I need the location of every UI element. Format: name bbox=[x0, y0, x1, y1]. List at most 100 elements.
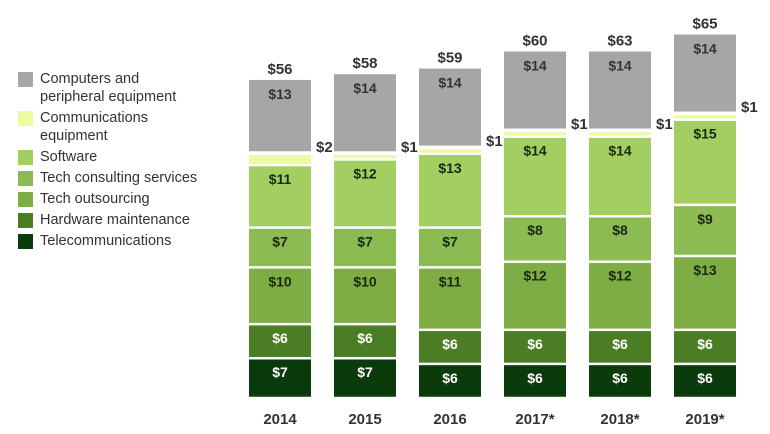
data-label-hardware-maintenance: $6 bbox=[697, 336, 713, 352]
total-label: $60 bbox=[522, 33, 547, 50]
bar-segment-tech-outsourcing bbox=[419, 268, 481, 329]
bar-segment-communications-equipment bbox=[249, 155, 311, 164]
data-label-hardware-maintenance: $6 bbox=[527, 336, 543, 352]
legend-item-communications-equipment: Communications equipment bbox=[18, 109, 233, 145]
bar-segment-tech-consulting-services bbox=[419, 228, 481, 267]
legend-label: Tech consulting services bbox=[40, 170, 198, 186]
bar-segment-communications-equipment bbox=[674, 115, 736, 119]
legend: Computers and peripheral equipment Communi… bbox=[18, 70, 233, 253]
bar-segment-hardware-maintenance bbox=[504, 331, 566, 363]
x-tick-label: 2015 bbox=[348, 411, 381, 428]
bar-segment-computers-and-peripheral-equipment bbox=[674, 34, 736, 112]
data-label-computers-and-peripheral-equipment: $13 bbox=[268, 86, 292, 102]
bar-segment-computers-and-peripheral-equipment bbox=[249, 79, 311, 152]
data-label-telecommunications: $6 bbox=[527, 370, 543, 386]
x-tick-label: 2018* bbox=[600, 411, 639, 428]
data-label-computers-and-peripheral-equipment: $14 bbox=[353, 80, 377, 96]
data-label-software: $12 bbox=[353, 165, 377, 181]
data-label-software: $14 bbox=[523, 143, 547, 159]
bar-segment-computers-and-peripheral-equipment bbox=[589, 51, 651, 129]
data-label-communications-equipment: $2 bbox=[316, 139, 333, 156]
legend-label: Hardware maintenance bbox=[40, 212, 190, 228]
bar-segment-telecommunications bbox=[419, 365, 481, 397]
data-label-communications-equipment: $1 bbox=[571, 116, 588, 133]
bar-segment-tech-consulting-services bbox=[249, 228, 311, 267]
data-label-telecommunications: $6 bbox=[442, 370, 458, 386]
data-label-telecommunications: $6 bbox=[697, 370, 713, 386]
data-label-tech-consulting-services: $8 bbox=[612, 222, 628, 238]
data-label-communications-equipment: $1 bbox=[741, 99, 758, 116]
data-label-communications-equipment: $1 bbox=[656, 116, 673, 133]
bar-segment-telecommunications bbox=[674, 365, 736, 397]
legend-label: Tech outsourcing bbox=[40, 191, 150, 207]
bar-segment-tech-outsourcing bbox=[249, 268, 311, 323]
legend-swatch bbox=[18, 213, 33, 228]
bar-segment-hardware-maintenance bbox=[249, 325, 311, 357]
legend-item-telecommunications: Telecommunications bbox=[18, 232, 233, 250]
legend-item-tech-consulting-services: Tech consulting services bbox=[18, 169, 233, 187]
bar-segment-telecommunications bbox=[249, 359, 311, 397]
bar-segment-computers-and-peripheral-equipment bbox=[504, 51, 566, 129]
bar-segment-telecommunications bbox=[589, 365, 651, 397]
legend-label: Communications equipment bbox=[40, 110, 148, 144]
legend-swatch bbox=[18, 192, 33, 207]
legend-item-computers-and-peripheral-equipment: Computers and peripheral equipment bbox=[18, 70, 233, 106]
bar-segment-communications-equipment bbox=[589, 132, 651, 136]
data-label-tech-consulting-services: $7 bbox=[357, 234, 373, 250]
bar-segment-software bbox=[419, 155, 481, 227]
legend-item-software: Software bbox=[18, 148, 233, 166]
data-label-software: $15 bbox=[693, 126, 717, 142]
legend-label: Computers and peripheral equipment bbox=[40, 71, 177, 105]
bar-segment-hardware-maintenance bbox=[674, 331, 736, 363]
data-label-hardware-maintenance: $6 bbox=[442, 336, 458, 352]
total-label: $56 bbox=[267, 61, 292, 78]
data-label-tech-outsourcing: $10 bbox=[268, 273, 292, 289]
bar-segment-hardware-maintenance bbox=[589, 331, 651, 363]
x-tick-label: 2016 bbox=[433, 411, 466, 428]
bar-segment-software bbox=[334, 160, 396, 227]
legend-swatch bbox=[18, 171, 33, 186]
data-label-computers-and-peripheral-equipment: $14 bbox=[438, 75, 462, 91]
data-label-computers-and-peripheral-equipment: $14 bbox=[693, 40, 717, 56]
data-label-computers-and-peripheral-equipment: $14 bbox=[608, 58, 632, 74]
bar-segment-software bbox=[249, 166, 311, 227]
legend-item-tech-outsourcing: Tech outsourcing bbox=[18, 190, 233, 208]
bar-segment-software bbox=[504, 137, 566, 215]
data-label-telecommunications: $7 bbox=[357, 364, 373, 380]
data-label-tech-outsourcing: $12 bbox=[608, 268, 632, 284]
bar-segment-communications-equipment bbox=[334, 155, 396, 159]
x-tick-label: 2017* bbox=[515, 411, 554, 428]
bar-segment-computers-and-peripheral-equipment bbox=[334, 74, 396, 152]
data-label-software: $13 bbox=[438, 160, 462, 176]
x-tick-label: 2019* bbox=[685, 411, 724, 428]
legend-swatch bbox=[18, 72, 33, 87]
data-label-tech-outsourcing: $10 bbox=[353, 273, 377, 289]
bar-segment-communications-equipment bbox=[504, 132, 566, 136]
legend-swatch bbox=[18, 234, 33, 249]
bar-segment-telecommunications bbox=[334, 359, 396, 397]
legend-swatch bbox=[18, 111, 33, 126]
data-label-tech-consulting-services: $7 bbox=[272, 234, 288, 250]
legend-label: Telecommunications bbox=[40, 233, 172, 249]
legend-swatch bbox=[18, 150, 33, 165]
data-label-tech-outsourcing: $11 bbox=[439, 273, 462, 289]
legend-label: Software bbox=[40, 149, 98, 165]
data-label-tech-consulting-services: $7 bbox=[442, 234, 458, 250]
bar-segment-computers-and-peripheral-equipment bbox=[419, 68, 481, 146]
bar-segment-tech-consulting-services bbox=[504, 217, 566, 261]
bar-segment-hardware-maintenance bbox=[419, 331, 481, 363]
total-label: $63 bbox=[607, 33, 632, 50]
data-label-tech-outsourcing: $12 bbox=[523, 268, 547, 284]
data-label-software: $14 bbox=[608, 143, 632, 159]
bar-segment-software bbox=[674, 120, 736, 204]
bar-segment-tech-outsourcing bbox=[334, 268, 396, 323]
data-label-hardware-maintenance: $6 bbox=[357, 330, 373, 346]
bar-segment-telecommunications bbox=[504, 365, 566, 397]
data-label-computers-and-peripheral-equipment: $14 bbox=[523, 58, 547, 74]
legend-item-hardware-maintenance: Hardware maintenance bbox=[18, 211, 233, 229]
bar-segment-software bbox=[589, 137, 651, 215]
bar-segment-communications-equipment bbox=[419, 149, 481, 153]
bar-segment-hardware-maintenance bbox=[334, 325, 396, 357]
bar-segment-tech-consulting-services bbox=[334, 228, 396, 267]
